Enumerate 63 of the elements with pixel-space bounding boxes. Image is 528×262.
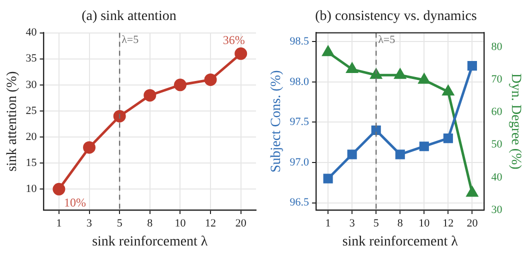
x-tick-label: 20 [235,217,247,230]
point [144,89,156,102]
x-tick-label: 8 [147,217,154,230]
point [113,110,126,122]
point [52,182,66,196]
x-tick-label: 3 [349,217,356,230]
x-tick-label: 10 [418,217,430,230]
y2-tick-label: 50 [491,138,503,151]
y-tick-label: 35 [26,52,38,65]
point [204,73,217,86]
x-tick-label: 1 [325,217,331,230]
point [419,142,429,152]
y-tick-label: 30 [26,78,38,91]
y-tick-label: 97.0 [290,156,310,168]
y-tick-label: 10 [26,183,38,196]
y-axis-title: sink attention (%) [5,70,20,172]
y-tick-label: 15 [26,156,38,169]
point [174,78,186,92]
x-tick-label: 12 [442,217,454,230]
x-tick-label: 5 [373,217,380,230]
y-tick-label: 98.5 [290,36,310,48]
point [347,150,357,160]
y-tick-label: 97.5 [290,116,310,128]
y-tick-label: 40 [26,26,38,39]
y2-tick-label: 80 [491,41,503,54]
point [322,46,334,56]
ref-line-label: λ=5 [378,34,396,46]
point [466,186,478,197]
point [234,47,248,60]
y-tick-label: 98.0 [290,76,310,88]
point [371,125,381,136]
y-axis-title: Subject Cons. (%) [269,70,284,173]
point [83,141,96,154]
x-axis-title: sink reinforcement λ [342,234,458,250]
x-axis-title: sink reinforcement λ [92,234,208,250]
x-tick-label: 5 [116,217,123,230]
point [418,74,430,84]
point [394,68,406,79]
point [323,174,333,184]
x-tick-label: 1 [56,217,62,230]
point [467,61,477,71]
annotation: 36% [222,32,245,47]
chart-title: (a) sink attention [82,9,176,24]
y-tick-label: 25 [26,104,38,117]
ref-line-label: λ=5 [122,34,140,46]
point [395,150,405,160]
annotation: 10% [64,195,86,210]
x-tick-label: 12 [205,217,216,230]
point [442,86,454,96]
point [443,134,453,144]
x-tick-label: 20 [466,217,478,230]
chart-title: (b) consistency vs. dynamics [315,9,477,24]
y-tick-label: 96.5 [290,196,310,209]
x-tick-label: 8 [397,217,404,230]
x-tick-label: 10 [174,217,186,230]
x-tick-label: 3 [86,217,93,230]
y2-tick-label: 30 [491,204,503,216]
y-tick-label: 20 [26,130,38,143]
y2-tick-label: 40 [491,171,503,184]
y2-axis-title: Dyn. Degree (%) [508,73,523,170]
y2-tick-label: 60 [491,106,503,118]
y2-tick-label: 70 [491,74,503,86]
point [346,63,358,74]
